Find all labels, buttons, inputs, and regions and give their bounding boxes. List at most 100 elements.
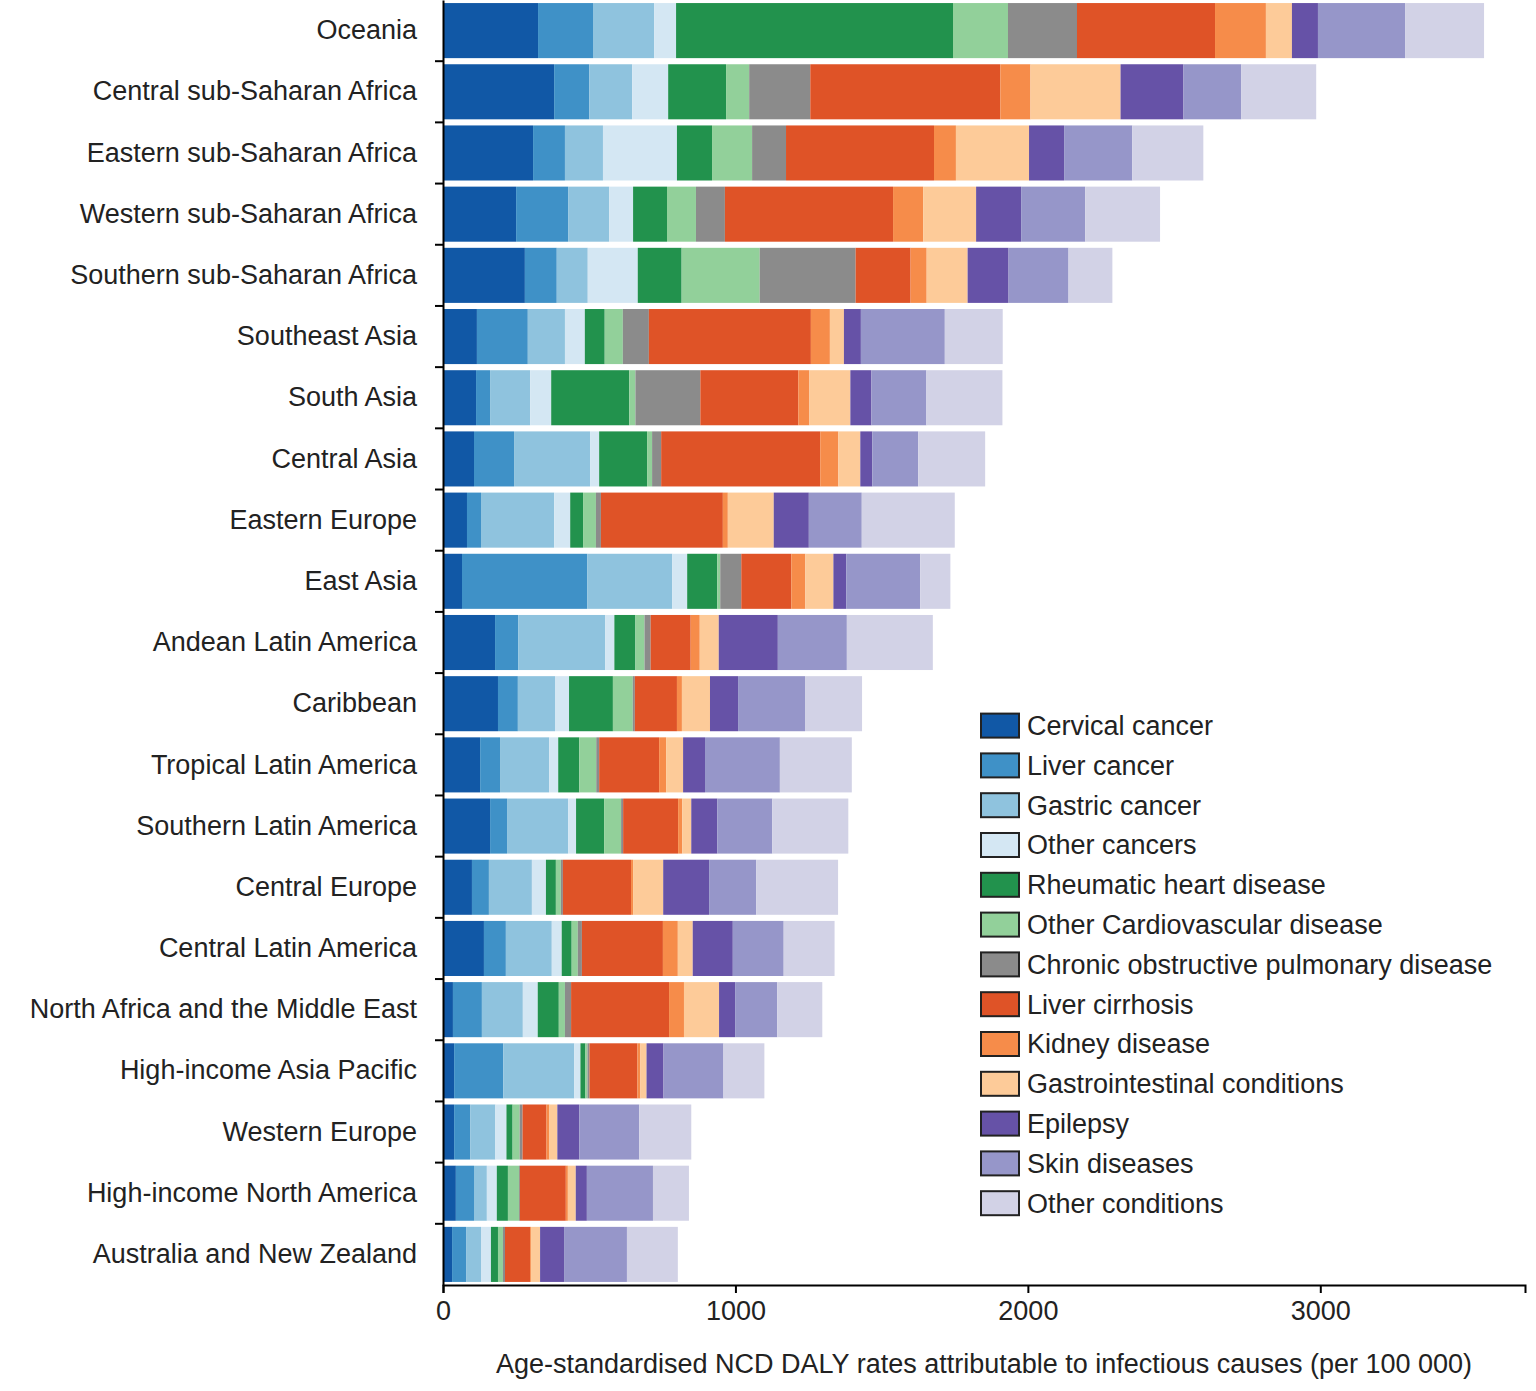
bar-segment: [530, 370, 551, 425]
bar-segment: [719, 982, 735, 1037]
legend-swatch: [981, 793, 1019, 817]
legend-swatch: [981, 1112, 1019, 1136]
bar-segment: [563, 860, 631, 915]
bar-segment: [528, 309, 565, 364]
bar-segment: [709, 860, 756, 915]
y-axis-line: [443, 1, 445, 1286]
legend-entry: Epilepsy: [981, 1109, 1130, 1139]
category-label: High-income North America: [87, 1178, 418, 1208]
bar-segment: [635, 676, 677, 731]
bar-segment: [1183, 64, 1241, 119]
bar-segment: [593, 3, 654, 58]
category-label: Southern Latin America: [136, 811, 418, 841]
bar-segment: [663, 921, 678, 976]
bar-segment: [603, 125, 677, 180]
bar-segment: [466, 1227, 481, 1282]
bar-segment: [644, 615, 650, 670]
legend-swatch: [981, 1032, 1019, 1056]
bar-segment: [532, 860, 546, 915]
bar-segment: [454, 1043, 503, 1098]
bar-segment: [639, 1104, 691, 1159]
bar-segment: [741, 554, 791, 609]
bar-segment: [559, 982, 565, 1037]
category-label: Western sub-Saharan Africa: [80, 199, 418, 229]
bar-segment: [506, 1104, 512, 1159]
bar-segment: [661, 431, 820, 486]
category-label: Andean Latin America: [153, 627, 418, 657]
bar-segment: [635, 615, 644, 670]
bar-segment: [443, 248, 525, 303]
bar-segment: [809, 493, 862, 548]
bar-segment: [565, 309, 585, 364]
y-tick: Southern Latin America: [136, 811, 443, 841]
bar-segment: [651, 615, 691, 670]
bar-segment: [585, 309, 605, 364]
category-separators: [435, 61, 443, 1224]
bar-segment: [614, 615, 635, 670]
separator: [435, 733, 443, 735]
bar-segment: [1030, 64, 1120, 119]
bar-segment: [810, 64, 1000, 119]
bar-segment: [700, 615, 719, 670]
bar-segment: [443, 676, 498, 731]
bar-segment: [554, 64, 589, 119]
bar-segment: [862, 493, 955, 548]
bar-segment: [682, 676, 710, 731]
bar-segment: [443, 1166, 456, 1221]
legend-entry: Liver cancer: [981, 751, 1174, 781]
bar-segment: [850, 370, 871, 425]
bar-segment: [1029, 125, 1064, 180]
x-tick-label: 0: [436, 1296, 451, 1326]
legend-entry: Gastrointestinal conditions: [981, 1069, 1344, 1099]
separator: [435, 1223, 443, 1225]
bar-segment: [847, 615, 933, 670]
bar-segment: [454, 1104, 470, 1159]
bar-segment: [1405, 3, 1484, 58]
bar-segment: [1000, 64, 1030, 119]
separator: [435, 121, 443, 123]
bar-segment: [668, 64, 726, 119]
bar-segment: [738, 676, 805, 731]
bar-segment: [520, 1166, 566, 1221]
bar-segment: [893, 187, 923, 242]
bar-segment: [1008, 3, 1077, 58]
bar-segment: [693, 921, 733, 976]
category-label: Southeast Asia: [237, 321, 418, 351]
bar-segment: [778, 615, 847, 670]
bar-segment: [443, 64, 554, 119]
legend-entry: Other Cardiovascular disease: [981, 910, 1383, 940]
bar-segment: [443, 309, 477, 364]
legend-swatch: [981, 1072, 1019, 1096]
legend-swatch: [981, 913, 1019, 937]
legend-label: Liver cancer: [1027, 751, 1174, 781]
bar-segment: [820, 431, 838, 486]
legend-label: Epilepsy: [1027, 1109, 1130, 1139]
bar-segment: [452, 1227, 466, 1282]
separator: [435, 978, 443, 980]
bar-segment: [549, 737, 558, 792]
bar-segment: [569, 676, 613, 731]
y-tick: North Africa and the Middle East: [30, 994, 443, 1024]
y-tick: Western Europe: [222, 1117, 443, 1147]
category-label: Oceania: [316, 15, 418, 45]
bar-segment: [589, 64, 632, 119]
bar-segment: [472, 860, 489, 915]
bar-segment: [523, 1104, 547, 1159]
category-label: South Asia: [288, 382, 418, 412]
bar-segment: [720, 554, 741, 609]
bar-segment: [647, 431, 652, 486]
bar-segment: [533, 125, 565, 180]
bar-segment: [490, 799, 507, 854]
bar-segment: [565, 125, 603, 180]
category-label: Western Europe: [222, 1117, 417, 1147]
bar-segment: [482, 982, 523, 1037]
bar-segment: [667, 187, 696, 242]
y-tick: Western sub-Saharan Africa: [80, 199, 443, 229]
bar-segment: [638, 248, 682, 303]
y-tick: South Asia: [288, 382, 443, 412]
category-label: Caribbean: [292, 688, 417, 718]
bar-segment: [443, 370, 476, 425]
bar-segment: [621, 799, 623, 854]
bar-segment: [576, 799, 604, 854]
bar-segment: [945, 309, 1003, 364]
